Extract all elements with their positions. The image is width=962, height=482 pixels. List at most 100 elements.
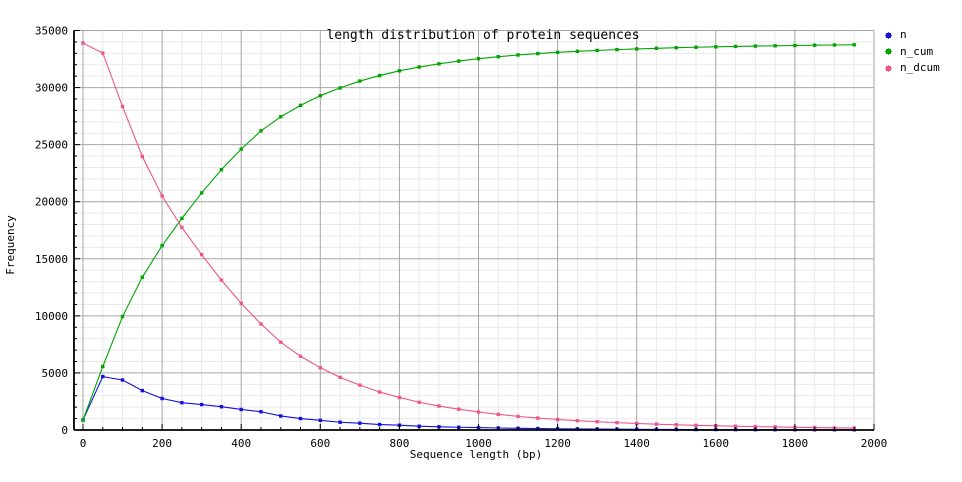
x-tick-label: 1800: [782, 437, 809, 450]
series-n-marker: [318, 418, 322, 422]
major-gridlines: [74, 30, 875, 430]
series-n_cum-line: [82, 44, 855, 421]
x-tick-label: 600: [310, 437, 330, 450]
y-tick-label: 5000: [42, 367, 69, 380]
series-n_dcum-marker: [694, 423, 698, 428]
series-n_dcum-marker: [536, 416, 540, 420]
series-n_dcum-marker: [101, 51, 105, 55]
series-n_cum-marker: [457, 59, 461, 63]
series-n: [81, 374, 856, 432]
series-n_dcum-marker: [417, 400, 421, 404]
axes: [73, 30, 874, 431]
series-n_dcum-marker: [674, 423, 678, 427]
series-n_cum-marker: [654, 46, 659, 50]
y-tick-label: 0: [61, 424, 68, 437]
legend: n n_cum n_dcum: [884, 27, 940, 77]
series-n_dcum-marker: [615, 420, 619, 425]
series-n-marker: [338, 420, 342, 424]
y-tick-label: 10000: [35, 310, 68, 323]
series-n-marker: [199, 402, 204, 407]
series-n-marker: [437, 425, 441, 429]
series-n_cum-marker: [219, 167, 224, 172]
series-n_cum-marker: [852, 43, 856, 47]
series-n_cum-marker: [160, 243, 164, 248]
series-n_cum-marker: [180, 216, 184, 221]
series-n_cum-marker: [595, 48, 599, 53]
y-tick-label: 25000: [35, 139, 68, 152]
legend-label-n: n: [900, 28, 907, 41]
series-n_cum-marker: [555, 50, 560, 55]
series-n-marker: [160, 396, 164, 401]
series-n_dcum: [81, 41, 856, 430]
series-n-marker: [180, 401, 184, 405]
series-n_dcum-marker: [358, 383, 362, 387]
series-n_dcum-marker: [733, 424, 738, 428]
series-n_dcum-marker: [199, 252, 204, 257]
series-n_dcum-marker: [239, 301, 243, 306]
y-axis-title: Frequency: [4, 215, 17, 275]
series-n_cum-marker: [615, 47, 619, 52]
x-tick-label: 1000: [465, 437, 492, 450]
legend-label-n_cum: n_cum: [900, 44, 934, 58]
y-tick-label: 30000: [35, 82, 68, 95]
series-n-marker: [140, 388, 145, 393]
series-n_dcum-marker: [298, 354, 303, 358]
series-n-marker: [358, 421, 362, 425]
x-tick-label: 800: [389, 437, 409, 450]
x-tick-label: 400: [231, 437, 251, 450]
legend-item-n_dcum: n_dcum: [884, 60, 940, 77]
y-tick-label: 15000: [35, 253, 68, 266]
series-n_dcum-marker: [496, 412, 500, 417]
chart-title: length distribution of protein sequences: [326, 28, 639, 43]
series-n-marker: [239, 407, 243, 412]
series-n_dcum-marker: [338, 375, 342, 380]
minor-gridlines: [74, 30, 874, 430]
series-n_cum-marker: [298, 103, 303, 108]
series-n_cum-marker: [832, 43, 837, 47]
series-n_cum-marker: [120, 314, 125, 319]
series-n_dcum-marker: [180, 225, 184, 230]
series-n-marker: [417, 424, 421, 428]
series-n_dcum-marker: [318, 365, 322, 370]
series-n_cum-marker: [635, 47, 639, 51]
series-n_cum-marker: [516, 53, 520, 57]
series-n_dcum-marker: [81, 41, 85, 45]
series-n_cum-marker: [81, 418, 85, 422]
legend-label-n_dcum: n_dcum: [900, 61, 940, 74]
x-axis-title: Sequence length (bp): [410, 448, 542, 461]
series-n_cum-marker: [338, 86, 342, 90]
series-n_cum-marker: [259, 129, 263, 133]
series-n_cum-marker: [437, 62, 441, 66]
tick-labels: 0 200 400 600 800 1000 1200 1400 1600 1800 2000050…: [35, 25, 887, 451]
x-tick-label: 200: [152, 437, 172, 450]
series-n-marker: [377, 422, 382, 427]
series-n_cum-marker: [397, 69, 402, 73]
series-n_dcum-marker: [140, 154, 145, 159]
y-tick-label: 20000: [35, 196, 68, 209]
series-n_cum: [81, 43, 856, 422]
series-n_dcum-marker: [753, 424, 758, 429]
tick-marks: [74, 30, 875, 431]
series-n_cum-marker: [733, 44, 738, 49]
series-n_dcum-marker: [397, 395, 402, 400]
series-n_dcum-line: [82, 42, 855, 429]
series-n_cum-marker: [812, 43, 817, 47]
series-n_cum-marker: [694, 45, 698, 49]
series-n_dcum-marker: [377, 390, 382, 394]
series-n_cum-marker: [377, 73, 382, 78]
legend-marker-n_cum: [884, 47, 893, 56]
series-n_dcum-marker: [635, 421, 639, 426]
series-n_dcum-marker: [160, 194, 164, 198]
series-n-marker: [298, 416, 303, 421]
series-n-marker: [120, 378, 125, 382]
series-n-marker: [259, 410, 263, 414]
series-n_dcum-marker: [575, 418, 580, 423]
series-n_dcum-marker: [516, 414, 520, 419]
x-tick-label: 0: [80, 437, 87, 450]
series-n_cum-marker: [279, 115, 283, 119]
x-tick-label: 2000: [861, 437, 888, 450]
series-n_dcum-marker: [279, 340, 283, 344]
series-n_cum-marker: [575, 49, 580, 54]
series-n_cum-marker: [318, 93, 322, 98]
